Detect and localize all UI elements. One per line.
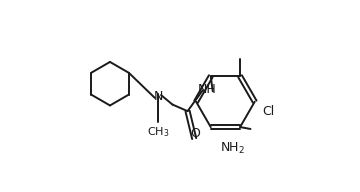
Text: NH$_2$: NH$_2$ (220, 141, 246, 156)
Text: O: O (190, 127, 200, 140)
Text: Cl: Cl (262, 105, 275, 118)
Text: CH$_3$: CH$_3$ (147, 125, 170, 139)
Text: NH: NH (198, 83, 217, 96)
Text: N: N (154, 90, 163, 103)
